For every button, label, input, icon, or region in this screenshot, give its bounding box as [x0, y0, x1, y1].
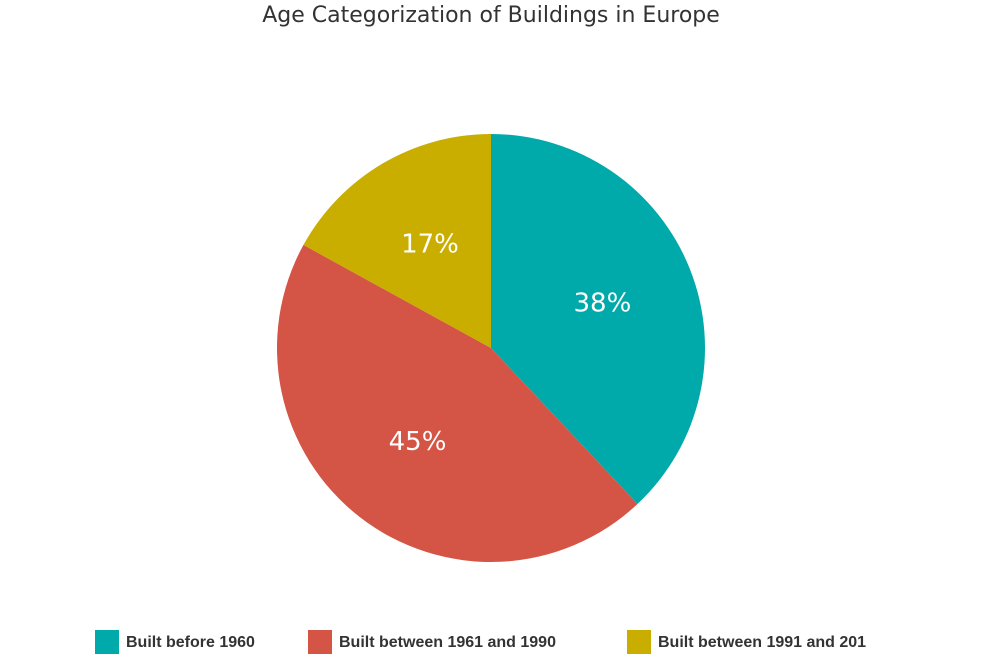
legend-label: Built between 1961 and 1990 — [339, 634, 556, 651]
legend-swatch — [95, 630, 119, 654]
value-label: 38% — [574, 288, 632, 318]
value-label: 45% — [389, 427, 447, 457]
legend-swatch — [308, 630, 332, 654]
pie-slice — [491, 134, 705, 504]
legend-label: Built before 1960 — [126, 634, 255, 651]
value-label: 17% — [401, 229, 459, 259]
chart-title: Age Categorization of Buildings in Europ… — [262, 3, 720, 28]
legend-swatch — [627, 630, 651, 654]
pie-slice — [303, 134, 491, 348]
legend-label: Built between 1991 and 201 — [658, 634, 866, 651]
pie-slice — [277, 244, 638, 562]
